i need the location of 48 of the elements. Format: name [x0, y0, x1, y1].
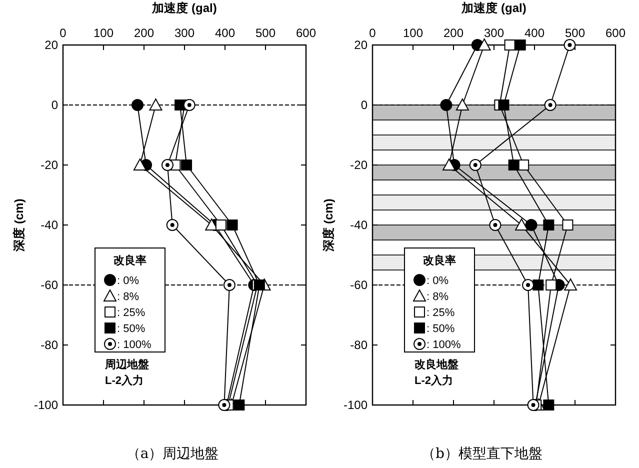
y-tick-label: -80	[40, 338, 58, 352]
x-tick-label: 300	[174, 26, 195, 40]
x-axis-title: 加速度 (gal)	[151, 1, 217, 15]
y-tick-label: -20	[350, 158, 368, 172]
x-tick-label: 200	[134, 26, 154, 40]
y-tick-label: 0	[360, 98, 368, 112]
legend-label: : 25%	[117, 307, 146, 319]
x-tick-label: 100	[402, 26, 424, 40]
y-tick-label: -60	[40, 278, 58, 292]
legend-label: : 100%	[426, 339, 461, 351]
legend-label: : 0%	[117, 275, 140, 287]
legend-label: : 8%	[117, 291, 140, 303]
x-tick-label: 600	[296, 26, 316, 40]
legend-label: : 50%	[426, 323, 455, 335]
legend-title: 改良率	[114, 254, 146, 267]
y-tick-label: 20	[354, 38, 368, 52]
x-tick-label: 200	[443, 26, 464, 40]
x-tick-label: 100	[93, 26, 114, 40]
x-tick-label: 400	[524, 26, 545, 40]
legend-label: : 100%	[117, 339, 152, 351]
y-tick-label: -100	[34, 398, 58, 412]
legend-label: : 0%	[426, 275, 449, 287]
y-tick-label: -40	[40, 218, 58, 232]
y-axis-title: 深度 (cm)	[12, 198, 26, 252]
text: （a）周辺地盤	[126, 446, 219, 462]
legend-label: : 8%	[426, 291, 449, 303]
x-tick-label: 500	[564, 26, 586, 40]
legend-title: 改良率	[423, 254, 456, 267]
x-axis-title: 加速度 (gal)	[460, 1, 526, 15]
y-tick-label: -80	[350, 338, 368, 352]
x-tick-label: 0	[60, 26, 67, 40]
y-tick-label: -40	[350, 218, 368, 232]
legend-label: : 50%	[117, 323, 146, 335]
y-tick-label: -20	[40, 158, 58, 172]
x-tick-label: 500	[255, 26, 276, 40]
legend-label: : 25%	[426, 307, 455, 319]
y-tick-label: -100	[343, 398, 368, 412]
x-tick-label: 300	[484, 26, 504, 40]
annotation: 改良地盤 L-2入力	[414, 358, 458, 387]
y-axis-title: 深度 (cm)	[322, 198, 336, 252]
x-tick-label: 0	[369, 26, 376, 40]
y-tick-label: 20	[44, 38, 58, 52]
x-tick-label: 600	[605, 26, 626, 40]
y-tick-label: 0	[51, 98, 58, 112]
text: （b）模型直下地盤	[422, 446, 542, 462]
y-tick-label: -60	[350, 278, 368, 292]
x-tick-label: 400	[214, 26, 236, 40]
annotation: 周辺地盤 L-2入力	[104, 358, 149, 387]
